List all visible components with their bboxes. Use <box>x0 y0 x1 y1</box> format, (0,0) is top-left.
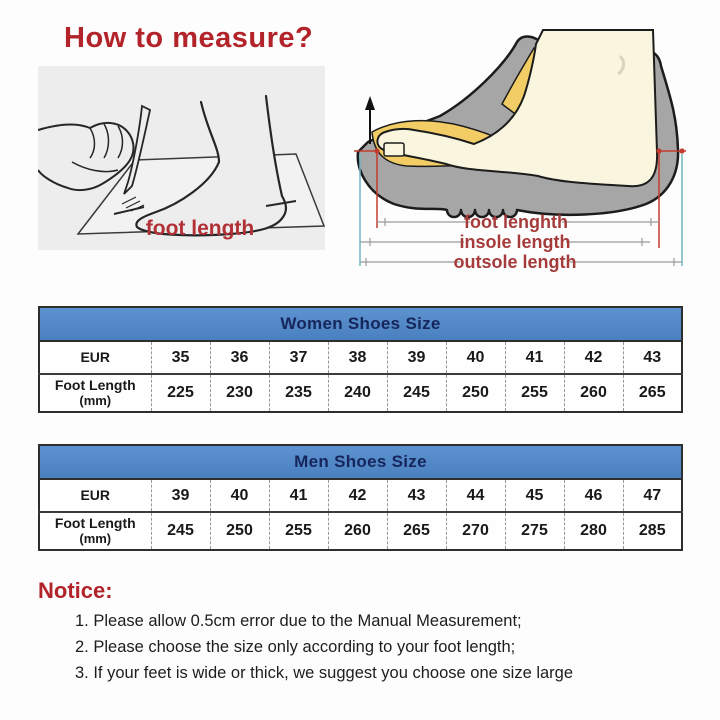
length-cell: 250 <box>209 511 269 550</box>
table-row: Foot Length (mm) 245 250 255 260 265 270… <box>39 511 682 550</box>
length-cell: 250 <box>445 373 505 412</box>
foot-inside-shoe <box>376 29 659 188</box>
toenail <box>383 142 405 157</box>
length-cell: 245 <box>150 511 210 550</box>
foot-length-caption: foot length <box>146 217 254 240</box>
size-cell: 37 <box>268 340 328 374</box>
foot-length-label: foot lenghth <box>464 212 568 232</box>
size-cell: 35 <box>150 340 210 374</box>
size-cell: 41 <box>268 478 328 512</box>
notice-item-2: 2. Please choose the size only according… <box>75 638 516 656</box>
notice-heading: Notice: <box>38 578 113 603</box>
shoe-diagram-icon: foot lenghth insole length outsole lengt… <box>354 29 686 272</box>
size-cell: 42 <box>563 340 623 374</box>
size-cell: 47 <box>622 478 682 512</box>
size-cell: 46 <box>563 478 623 512</box>
pen-icon <box>123 104 152 195</box>
size-cell: 40 <box>209 478 269 512</box>
notice-item-1: 1. Please allow 0.5cm error due to the M… <box>75 612 522 630</box>
row-header-eur: EUR <box>39 478 151 512</box>
length-cell: 230 <box>209 373 269 412</box>
outsole-length-label: outsole length <box>454 252 577 272</box>
row-header-line1: Foot Length <box>54 515 136 532</box>
women-table-title: Women Shoes Size <box>39 307 682 342</box>
size-cell: 43 <box>622 340 682 374</box>
foot-tracing-illustration: foot length <box>37 66 326 250</box>
length-cell: 285 <box>622 511 682 550</box>
size-cell: 45 <box>504 478 564 512</box>
length-cell: 260 <box>327 511 387 550</box>
up-arrow-icon <box>365 96 375 110</box>
row-header-eur: EUR <box>39 340 151 374</box>
length-cell: 280 <box>563 511 623 550</box>
table-row: EUR 35 36 37 38 39 40 41 42 43 <box>39 340 682 374</box>
length-cell: 260 <box>563 373 623 412</box>
table-row: EUR 39 40 41 42 43 44 45 46 47 <box>39 478 682 512</box>
men-size-table: Men Shoes Size EUR 39 40 41 42 43 44 45 … <box>38 444 683 551</box>
length-cell: 275 <box>504 511 564 550</box>
length-cell: 265 <box>622 373 682 412</box>
size-cell: 42 <box>327 478 387 512</box>
notice-item-3: 3. If your feet is wide or thick, we sug… <box>75 664 574 682</box>
row-header-line2: (mm) <box>79 530 112 546</box>
row-header-line1: Foot Length <box>54 377 136 394</box>
size-cell: 40 <box>445 340 505 374</box>
table-row: Foot Length (mm) 225 230 235 240 245 250… <box>39 373 682 412</box>
length-cell: 270 <box>445 511 505 550</box>
notice-section: Notice: 1. Please allow 0.5cm error due … <box>38 578 688 690</box>
page-title: How to measure? <box>64 22 314 54</box>
shoe-cross-section-illustration: foot lenghth insole length outsole lengt… <box>352 4 702 280</box>
length-cell: 255 <box>268 511 328 550</box>
men-table-title: Men Shoes Size <box>39 445 682 480</box>
size-cell: 38 <box>327 340 387 374</box>
row-header-foot-length: Foot Length (mm) <box>39 511 151 550</box>
size-cell: 39 <box>150 478 210 512</box>
length-cell: 245 <box>386 373 446 412</box>
length-cell: 265 <box>386 511 446 550</box>
size-cell: 39 <box>386 340 446 374</box>
size-cell: 43 <box>386 478 446 512</box>
size-cell: 44 <box>445 478 505 512</box>
women-size-table: Women Shoes Size EUR 35 36 37 38 39 40 4… <box>38 306 683 413</box>
length-cell: 240 <box>327 373 387 412</box>
length-cell: 255 <box>504 373 564 412</box>
size-cell: 41 <box>504 340 564 374</box>
insole-length-label: insole length <box>459 232 570 252</box>
foot-outline <box>135 94 288 237</box>
foot-tracing-icon: foot length <box>37 66 326 250</box>
length-cell: 225 <box>150 373 210 412</box>
row-header-foot-length: Foot Length (mm) <box>39 373 151 412</box>
row-header-line2: (mm) <box>79 392 112 408</box>
size-cell: 36 <box>209 340 269 374</box>
length-cell: 235 <box>268 373 328 412</box>
